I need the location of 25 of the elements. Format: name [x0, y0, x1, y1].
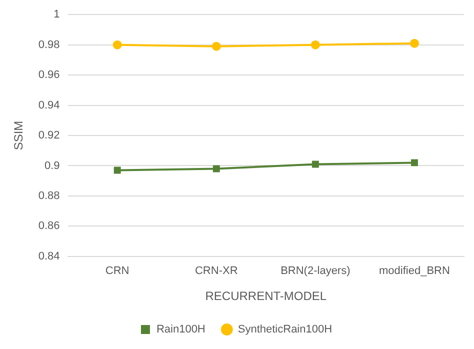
x-tick-label: modified_BRN — [379, 265, 450, 278]
x-tick-label: CRN-XR — [194, 265, 238, 278]
y-tick-label: 0.88 — [38, 190, 60, 202]
point — [410, 38, 419, 48]
x-axis-title: RECURRENT-MODEL — [205, 289, 327, 304]
y-tick-label: 1 — [54, 8, 60, 21]
x-tick-label: CRN — [105, 265, 130, 278]
y-tick-label: 0.94 — [38, 99, 60, 112]
legend-label: SyntheticRain100H — [238, 324, 332, 336]
y-tick-label: 0.96 — [38, 69, 60, 82]
point — [112, 40, 122, 50]
y-tick-label: 0.84 — [38, 250, 60, 262]
point — [312, 160, 319, 168]
y-tick-label: 0.92 — [38, 130, 60, 142]
point — [212, 42, 221, 51]
y-axis-title: SSIM — [12, 120, 26, 150]
y-tick-label: 0.86 — [38, 220, 60, 232]
y-tick-label: 0.98 — [38, 38, 60, 51]
point — [114, 166, 121, 174]
x-tick-label: BRN(2-layers) — [280, 265, 350, 278]
legend-label: Rain100H — [156, 324, 206, 336]
point — [411, 159, 418, 166]
y-tick-label: 0.9 — [44, 160, 60, 172]
point — [212, 165, 220, 172]
point — [310, 40, 320, 50]
